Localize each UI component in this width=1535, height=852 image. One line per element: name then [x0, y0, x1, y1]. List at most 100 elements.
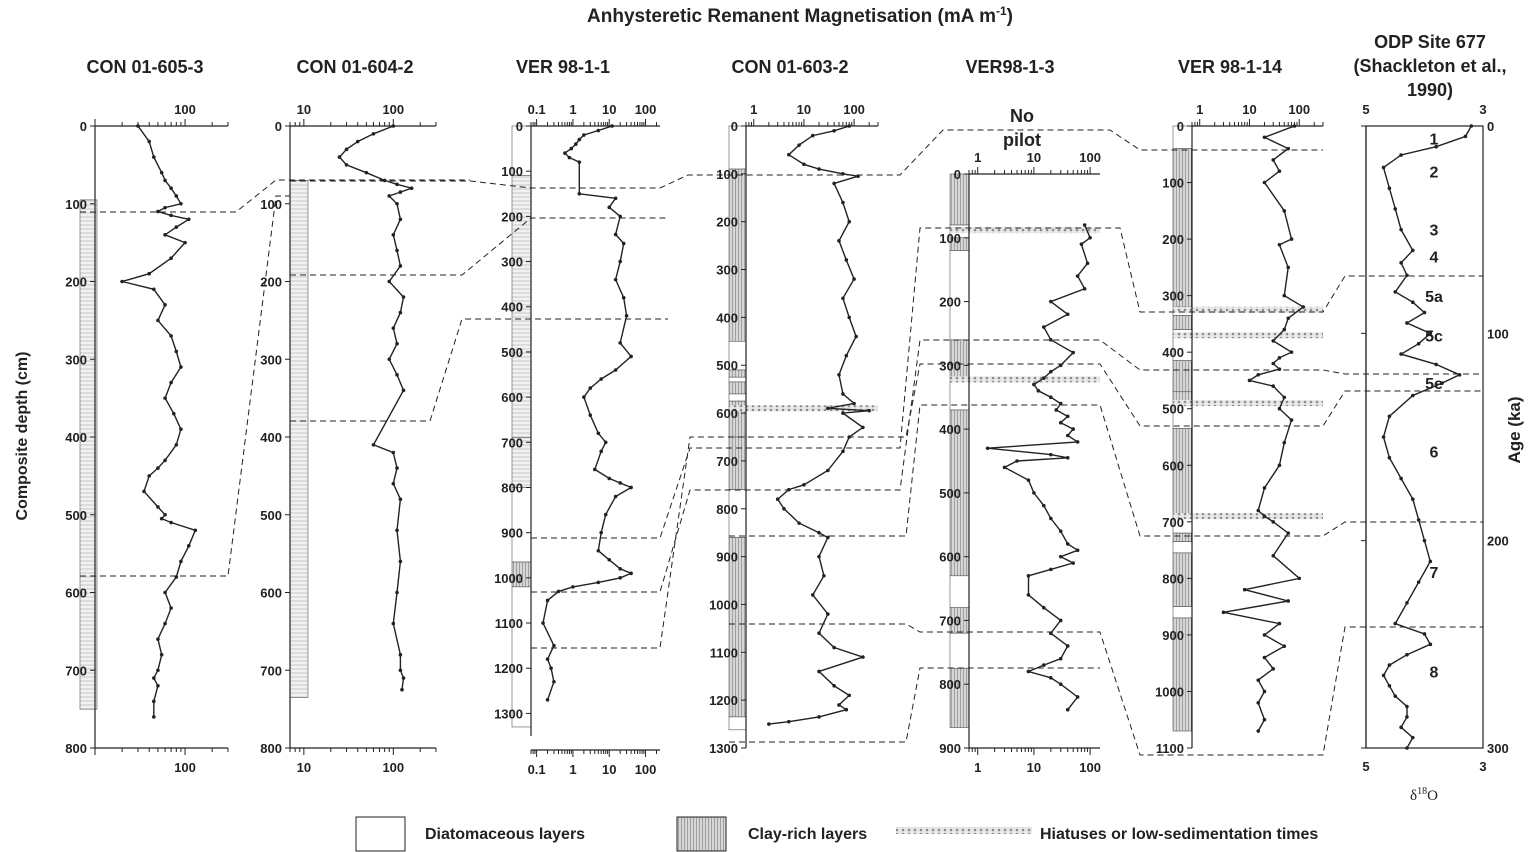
data-point — [607, 557, 612, 562]
lithology-unit — [1172, 541, 1193, 554]
y-tick-label: 200 — [501, 209, 523, 224]
y-tick-label: 900 — [501, 526, 523, 541]
y-tick-label: 200 — [260, 275, 282, 290]
data-point — [1411, 393, 1415, 398]
y-tick-label: 700 — [260, 663, 282, 678]
data-point — [1277, 242, 1282, 247]
data-point — [169, 606, 173, 610]
data-point — [395, 341, 399, 346]
legend-clay-label: Clay-rich layers — [748, 826, 867, 843]
data-point — [169, 256, 173, 260]
data-point — [582, 395, 586, 399]
legend-clay-swatch — [676, 816, 727, 852]
data-point — [847, 315, 852, 320]
data-point — [1036, 389, 1041, 393]
data-point — [1247, 378, 1252, 383]
data-point — [826, 535, 830, 540]
data-point — [409, 186, 414, 190]
data-point — [822, 573, 826, 578]
series-line — [987, 224, 1091, 711]
data-point — [826, 612, 830, 616]
data-point — [817, 631, 821, 635]
data-point — [1262, 655, 1267, 660]
data-point — [1271, 361, 1276, 366]
data-point — [1256, 678, 1261, 682]
data-point — [1256, 700, 1261, 705]
legend-diatom-swatch — [355, 816, 406, 852]
data-point — [1277, 406, 1282, 411]
y-tick-label: 200 — [65, 275, 87, 290]
data-point — [1242, 587, 1247, 592]
data-point — [787, 152, 791, 157]
data-point — [1271, 520, 1276, 524]
data-point — [577, 160, 582, 164]
data-point — [1271, 667, 1276, 671]
data-point — [1032, 491, 1036, 495]
data-point — [1065, 414, 1070, 419]
data-point — [837, 703, 841, 707]
data-point — [1282, 327, 1287, 332]
y-tick-label: 300 — [1162, 289, 1184, 304]
data-point — [1085, 261, 1090, 266]
data-point — [832, 181, 836, 186]
y-tick-label: 0 — [1177, 119, 1184, 134]
data-point — [156, 505, 160, 509]
correlation-line — [80, 179, 470, 213]
x-tick-label: 1 — [750, 102, 757, 117]
data-point — [852, 401, 856, 406]
y-tick-label: 0 — [731, 119, 738, 134]
x-tick-label: 0.1 — [528, 102, 546, 117]
data-point — [847, 219, 852, 224]
data-point — [1399, 153, 1403, 157]
data-point — [398, 310, 403, 315]
data-point — [147, 139, 152, 144]
data-point — [549, 666, 553, 671]
y-tick-label: 1000 — [494, 571, 523, 586]
data-point — [395, 466, 399, 470]
data-point — [767, 722, 771, 726]
data-point — [391, 481, 396, 486]
data-point — [1058, 656, 1063, 661]
data-point — [371, 131, 376, 136]
x-tick-label: 10 — [1242, 102, 1256, 117]
data-point — [571, 585, 575, 589]
data-point — [152, 699, 156, 704]
data-point — [582, 133, 586, 137]
data-point — [1065, 433, 1070, 438]
y-tick-label: 400 — [501, 300, 523, 315]
data-point — [391, 326, 396, 330]
data-point — [179, 201, 183, 206]
data-point — [577, 137, 582, 142]
y-axis-label: Composite depth (cm) — [14, 352, 31, 521]
correlation-line — [729, 404, 1483, 537]
data-point — [618, 576, 622, 580]
data-point — [1256, 729, 1261, 733]
data-point — [603, 512, 608, 517]
y-tick-label: 400 — [716, 310, 738, 325]
data-point — [156, 637, 160, 641]
data-point — [163, 621, 167, 626]
data-point — [142, 489, 146, 494]
data-point — [159, 516, 164, 521]
data-point — [163, 178, 167, 183]
data-point — [398, 559, 403, 564]
y-tick-label: 700 — [1162, 515, 1184, 530]
data-point — [395, 182, 399, 187]
data-point — [1399, 725, 1403, 730]
data-point — [186, 544, 191, 548]
data-point — [817, 669, 821, 674]
data-point — [387, 194, 392, 198]
y-tick-label: 0 — [516, 119, 523, 134]
no-pilot-line1: No — [1010, 106, 1034, 126]
data-point — [797, 143, 801, 147]
data-point — [174, 442, 179, 447]
data-point — [1411, 497, 1415, 502]
data-point — [545, 598, 550, 603]
data-point — [395, 528, 399, 533]
y-tick-label: 1300 — [494, 706, 523, 721]
data-point — [398, 652, 403, 657]
data-point — [1405, 273, 1409, 278]
data-point — [621, 295, 626, 300]
data-point — [596, 580, 601, 585]
data-point — [817, 554, 821, 559]
